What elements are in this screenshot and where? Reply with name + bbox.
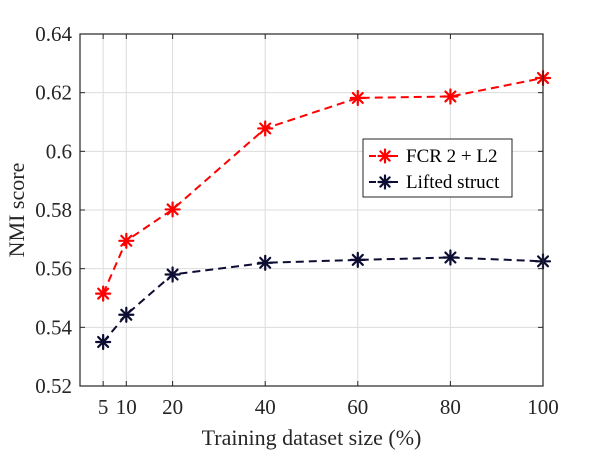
marker-stroke: [120, 308, 133, 321]
y-tick-label: 0.54: [35, 315, 72, 339]
marker-stroke: [97, 287, 110, 300]
y-tick-label: 0.6: [46, 139, 72, 163]
legend-item: Lifted struct: [369, 172, 500, 193]
x-tick-label: 60: [347, 395, 368, 419]
marker-stroke: [379, 150, 391, 162]
y-tick-label: 0.62: [35, 81, 72, 105]
marker-stroke: [444, 251, 457, 264]
x-tick-label: 40: [255, 395, 276, 419]
data-point: [95, 285, 112, 302]
y-tick-label: 0.64: [35, 22, 72, 46]
legend-item: FCR 2 + L2: [369, 146, 497, 167]
x-tick-labels: 5 10 20 40 60 80 100: [98, 395, 559, 419]
marker-stroke: [97, 335, 110, 349]
marker-stroke: [259, 122, 272, 135]
y-axis-label: NMI score: [4, 163, 29, 258]
x-tick-label: 5: [98, 395, 109, 419]
marker-stroke: [259, 256, 272, 269]
data-point: [118, 232, 135, 249]
x-axis-label: Training dataset size (%): [202, 425, 422, 450]
data-point: [442, 249, 459, 266]
data-point: [164, 201, 181, 218]
y-tick-label: 0.56: [35, 257, 72, 281]
marker-stroke: [379, 176, 391, 188]
marker-stroke: [351, 91, 364, 104]
y-tick-label: 0.52: [35, 374, 72, 398]
y-tick-label: 0.58: [35, 198, 72, 222]
x-tick-label: 10: [116, 395, 137, 419]
marker-stroke: [166, 268, 179, 281]
marker-stroke: [351, 253, 364, 266]
series-lifted-struct: [95, 249, 552, 351]
legend-label: FCR 2 + L2: [406, 146, 497, 167]
series-fcr2-l2: [95, 69, 552, 302]
x-tick-label: 100: [527, 395, 559, 419]
legend-label: Lifted struct: [406, 172, 500, 193]
marker-stroke: [444, 90, 457, 103]
legend-marker: [377, 148, 393, 164]
x-tick-label: 20: [162, 395, 183, 419]
data-point: [257, 254, 274, 271]
legend-box: [362, 138, 513, 198]
grid: [80, 33, 544, 387]
data-point: [164, 266, 181, 283]
x-tick-label: 80: [440, 395, 461, 419]
data-point: [95, 333, 112, 351]
marker-stroke: [166, 203, 179, 216]
y-tick-labels: 0.52 0.54 0.56 0.58 0.6 0.62 0.64: [35, 22, 72, 398]
data-point: [257, 120, 274, 137]
legend-marker: [377, 174, 393, 190]
data-point: [118, 306, 135, 323]
axis-ticks: [80, 33, 544, 387]
marker-stroke: [120, 234, 133, 247]
data-point: [349, 251, 366, 268]
data-point: [349, 89, 366, 107]
legend: FCR 2 + L2 Lifted struct: [362, 138, 513, 198]
data-point: [442, 88, 459, 105]
